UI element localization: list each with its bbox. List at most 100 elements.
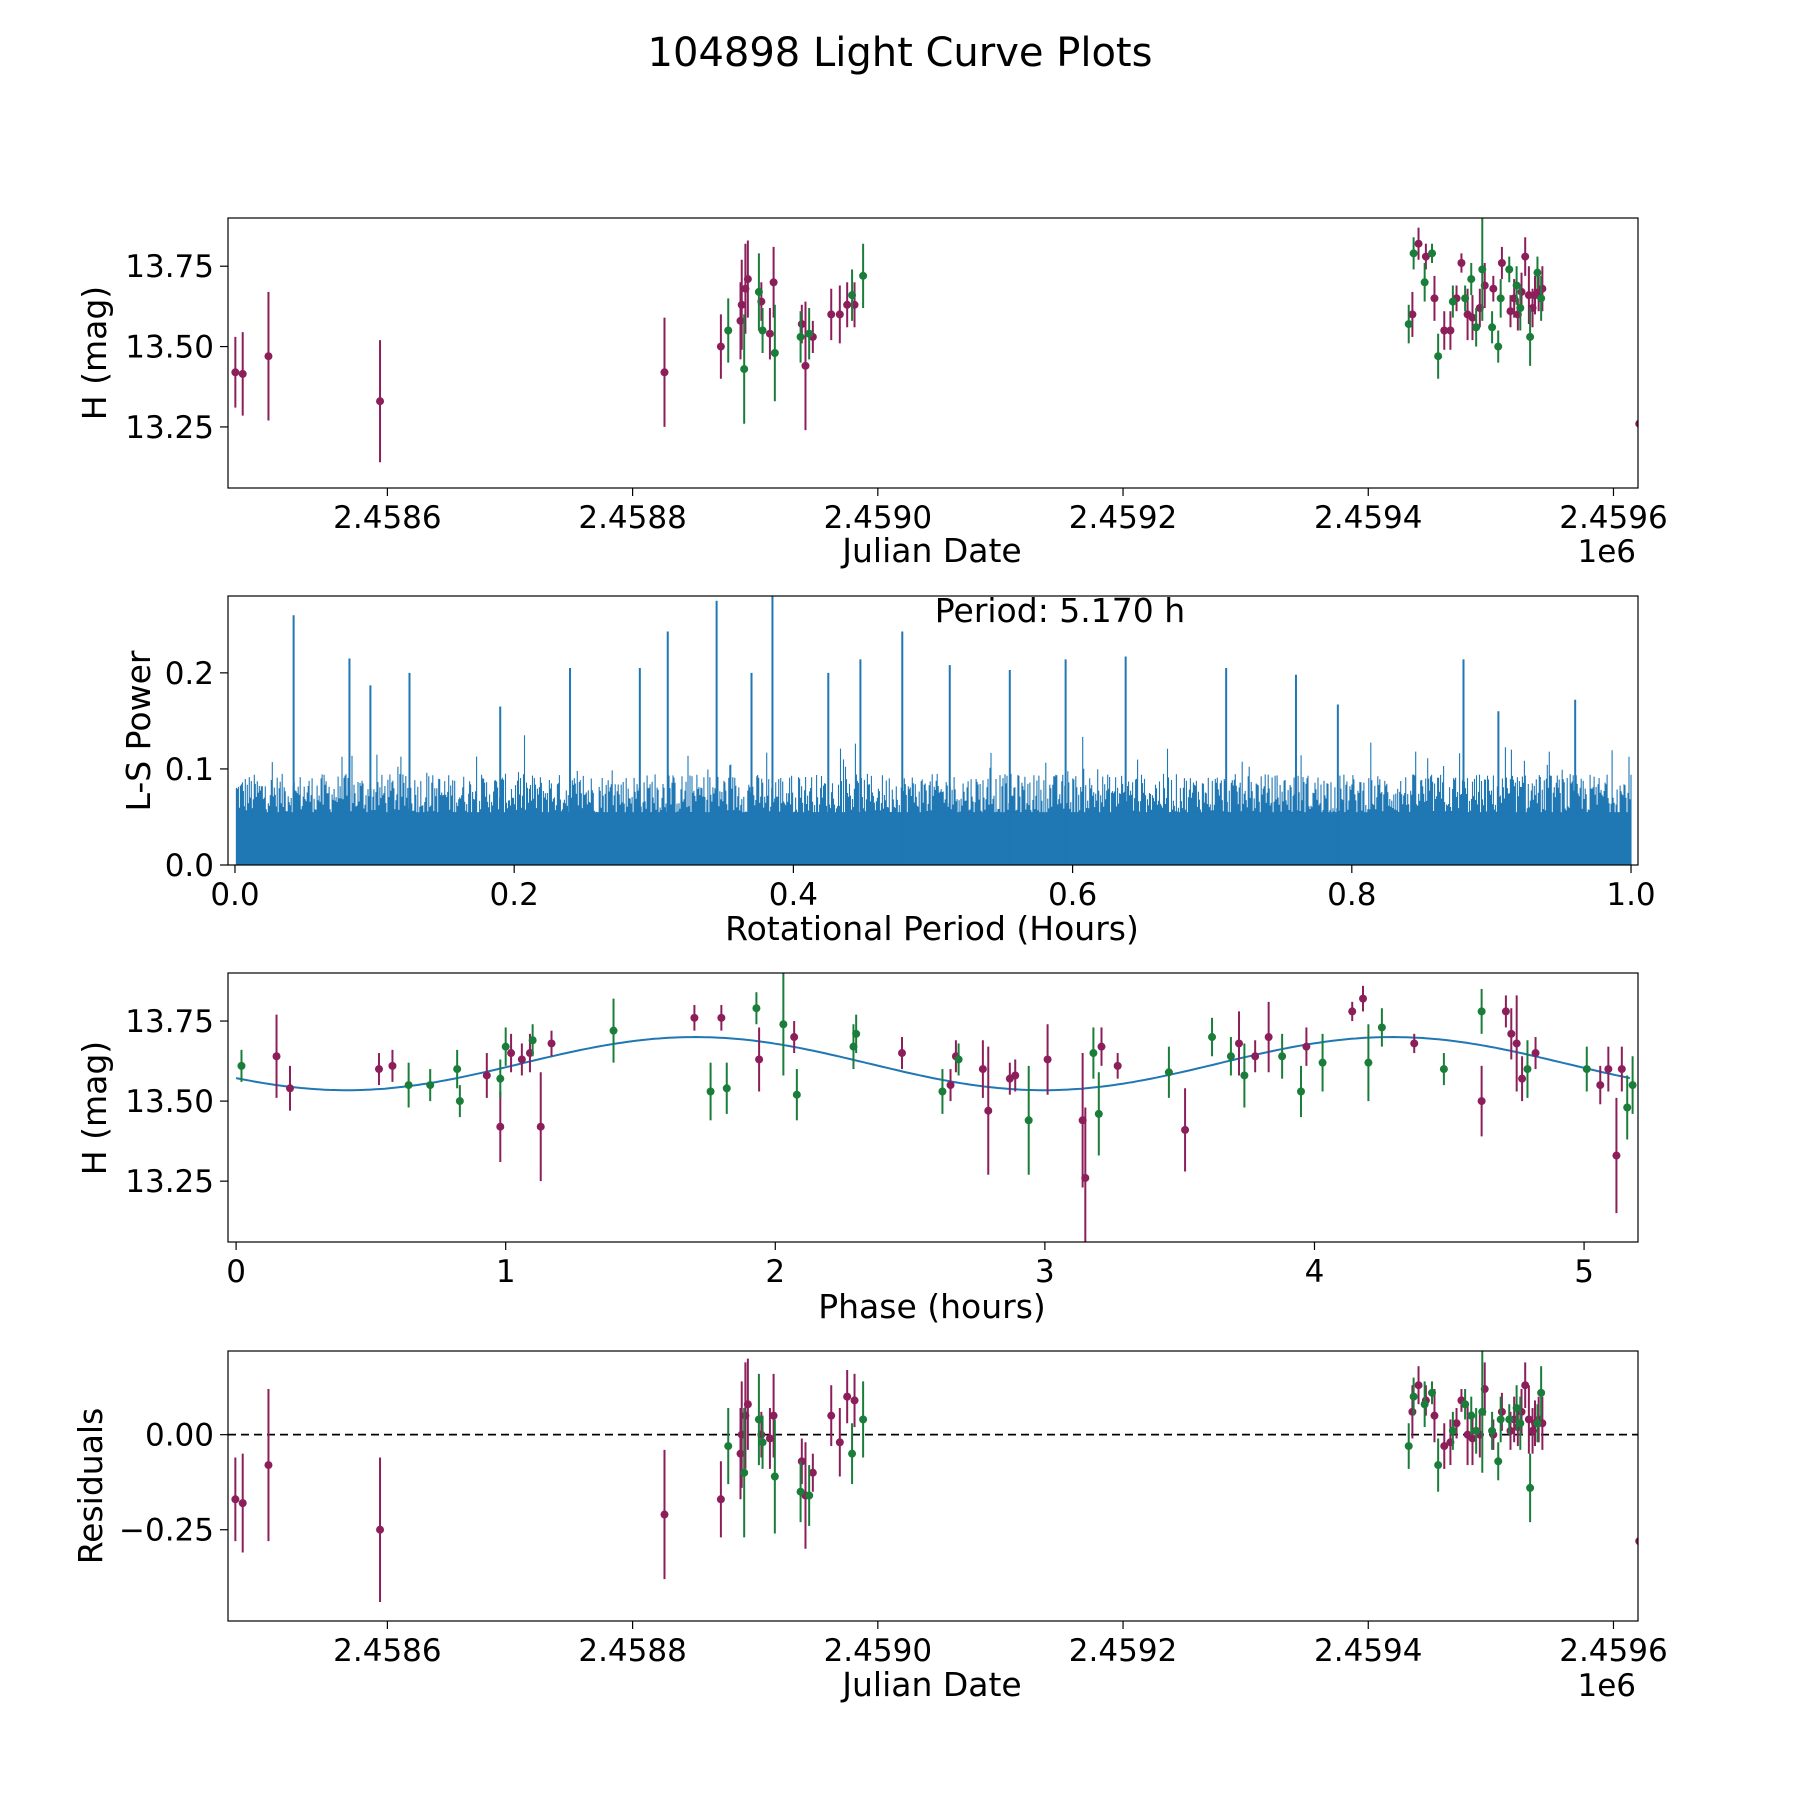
phased-point-r [1348, 1007, 1357, 1016]
residuals-x-tick-label: 2.4596 [1559, 1633, 1667, 1669]
periodogram-y-tick-label: 0.2 [165, 656, 214, 692]
phased-point-g [1024, 1116, 1033, 1125]
phased-point-g [1297, 1087, 1306, 1096]
lightcurve-point-g [1488, 323, 1497, 332]
residuals-panel: 2.4586 2.4588 2.4590 2.4592 2.4594 2.4596 −0.… [71, 1350, 1668, 1704]
residuals-point-g [1537, 1388, 1546, 1397]
lightcurve-point-r [1506, 307, 1515, 316]
phased-point-r [690, 1013, 699, 1022]
phased-point-r [482, 1071, 491, 1080]
periodogram-y-ticks: 0.0 0.1 0.2 [165, 656, 228, 884]
residuals-x-offset-label: 1e6 [1577, 1668, 1636, 1704]
residuals-point-r [1452, 1419, 1461, 1428]
lightcurve-point-r [1430, 294, 1439, 303]
residuals-point-r [850, 1396, 859, 1405]
lightcurve-point-g [1516, 304, 1525, 312]
lightcurve-point-g [1526, 332, 1535, 341]
residuals-point-r [1414, 1381, 1423, 1390]
phased-point-r [1518, 1074, 1527, 1083]
periodogram-plot-area [235, 596, 1632, 865]
lightcurve-point-r [1446, 326, 1455, 335]
phased-point-g [1278, 1052, 1287, 1061]
phased-point-g [455, 1097, 464, 1106]
phased-x-ticks: 0 1 2 3 4 5 [226, 1242, 1594, 1290]
phased-x-tick-label: 4 [1305, 1254, 1325, 1290]
residuals-point-g [1526, 1483, 1535, 1492]
lightcurve-plot-area [231, 218, 1638, 463]
residuals-point-r [1430, 1411, 1439, 1420]
lightcurve-point-r [1468, 313, 1477, 322]
lightcurve-point-r [765, 329, 774, 338]
periodogram-x-tick-label: 1.0 [1606, 877, 1655, 913]
residuals-point-g [1404, 1442, 1413, 1451]
phased-x-tick-label: 2 [765, 1254, 785, 1290]
residuals-point-g [1461, 1400, 1470, 1409]
residuals-x-tick-label: 2.4588 [578, 1633, 686, 1669]
phased-point-r [1097, 1042, 1106, 1051]
lightcurve-point-g [1409, 249, 1418, 258]
phased-point-r [1011, 1071, 1020, 1080]
lightcurve-point-g [1478, 265, 1487, 274]
phased-plot-area [235, 973, 1637, 1242]
phased-point-g [1226, 1052, 1235, 1061]
residuals-axes-frame [227, 1350, 1639, 1622]
residuals-point-g [740, 1468, 749, 1477]
phased-point-r [1359, 994, 1368, 1003]
residuals-point-g [1472, 1426, 1481, 1435]
figure-title: 104898 Light Curve Plots [648, 30, 1153, 76]
periodogram-y-axis-label: L-S Power [119, 650, 158, 811]
phased-point-r [1512, 1039, 1521, 1048]
periodogram-y-tick-label: 0.0 [165, 848, 214, 884]
phased-point-r [1531, 1049, 1540, 1058]
residuals-point-r [1635, 1537, 1638, 1545]
residuals-y-axis-label: Residuals [71, 1408, 110, 1565]
phased-point-r [388, 1061, 397, 1070]
periodogram-x-tick-label: 0.6 [1048, 877, 1097, 913]
residuals-point-r [376, 1525, 385, 1534]
lightcurve-point-r [769, 278, 778, 287]
phased-y-ticks: 13.25 13.50 13.75 [125, 1004, 228, 1200]
phased-point-r [1501, 1007, 1510, 1016]
phased-point-r [1234, 1039, 1243, 1048]
periodogram-x-tick-label: 0.0 [210, 877, 259, 913]
lightcurve-point-r [1517, 287, 1526, 296]
phased-x-tick-label: 0 [226, 1254, 246, 1290]
phased-point-r [286, 1084, 295, 1093]
phased-y-tick-label: 13.75 [125, 1004, 214, 1040]
residuals-point-g [758, 1438, 767, 1447]
residuals-point-r [769, 1411, 778, 1420]
phased-point-r [1596, 1081, 1605, 1090]
phased-point-g [1623, 1103, 1632, 1112]
residuals-point-g [796, 1487, 805, 1496]
phased-point-g [501, 1042, 510, 1051]
phased-point-g [1628, 1081, 1637, 1090]
lightcurve-point-r [1440, 326, 1449, 335]
lightcurve-y-axis-label: H (mag) [75, 286, 114, 420]
phased-point-r [507, 1049, 516, 1058]
lightcurve-point-g [1428, 249, 1437, 258]
residuals-x-tick-label: 2.4594 [1314, 1633, 1422, 1669]
residuals-point-r [264, 1461, 273, 1470]
lightcurve-point-g [1537, 294, 1546, 303]
residuals-x-tick-label: 2.4586 [333, 1633, 441, 1669]
lightcurve-point-r [231, 368, 240, 377]
lightcurve-point-g [740, 365, 749, 374]
phased-point-r [1181, 1125, 1190, 1134]
phased-point-g [1318, 1058, 1327, 1067]
lightcurve-x-tick-label: 2.4590 [824, 500, 932, 536]
phased-point-r [1264, 1033, 1273, 1042]
residuals-plot-area [228, 1351, 1638, 1602]
residuals-point-g [1448, 1426, 1457, 1435]
residuals-point-g [724, 1442, 733, 1451]
phased-point-r [496, 1122, 505, 1131]
phased-point-g [1377, 1023, 1386, 1032]
lightcurve-point-g [754, 287, 763, 296]
lightcurve-x-offset-label: 1e6 [1577, 534, 1636, 570]
residuals-point-g [859, 1415, 868, 1424]
phased-model-curve [235, 1035, 1631, 1092]
lightcurve-x-tick-label: 2.4596 [1559, 500, 1667, 536]
periodogram-y-tick-label: 0.1 [165, 752, 214, 788]
residuals-point-g [1516, 1419, 1525, 1428]
residuals-x-tick-label: 2.4592 [1069, 1633, 1177, 1669]
lightcurve-point-g [859, 271, 868, 280]
